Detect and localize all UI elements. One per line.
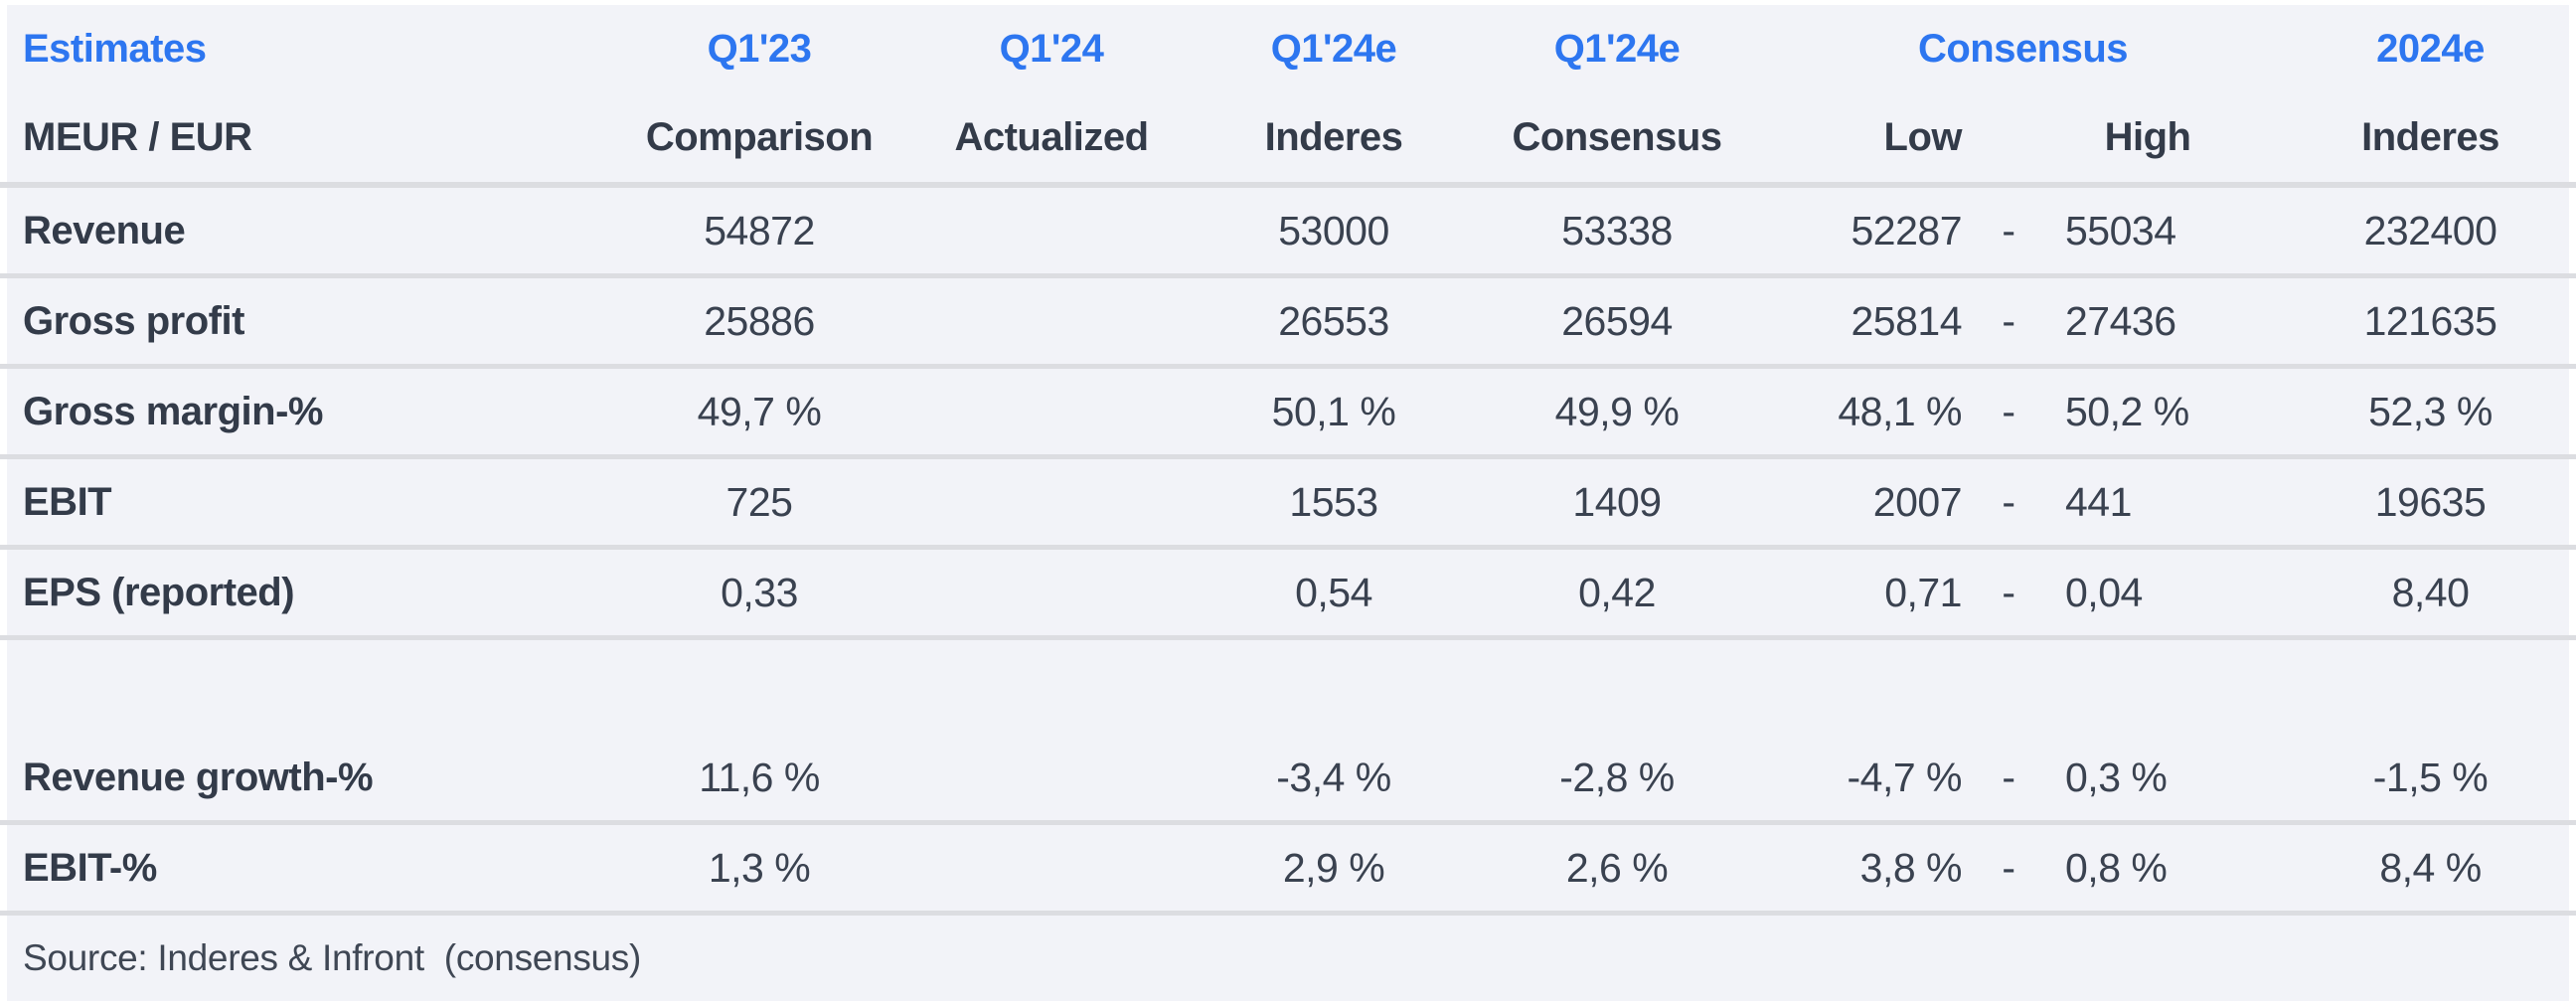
cell-fy2024e: 8,40 <box>2391 569 2470 615</box>
table-row-ebit: EBIT 725 1553 1409 2007 - 441 19635 <box>7 459 2569 545</box>
table-row-eps: EPS (reported) 0,33 0,54 0,42 0,71 - 0,0… <box>7 550 2569 635</box>
col-head-inderes-q: Inderes <box>1264 115 1403 159</box>
cell-fy2024e: 121635 <box>2363 297 2497 344</box>
cell-consensus-low: 52287 <box>1851 207 1962 253</box>
cell-range-dash: - <box>2002 207 2015 253</box>
cell-comparison: 1,3 % <box>708 844 811 891</box>
cell-range-dash: - <box>2002 297 2015 344</box>
cell-comparison: 25886 <box>704 297 815 344</box>
header-measure-row: MEUR / EUR Comparison Actualized Inderes… <box>7 93 2569 182</box>
cell-comparison: 49,7 % <box>697 388 822 434</box>
cell-range-dash: - <box>2002 388 2015 434</box>
row-divider <box>0 820 2576 825</box>
cell-consensus-high: 0,04 <box>2065 569 2143 615</box>
row-label: Gross profit <box>23 298 244 343</box>
cell-consensus-high: 27436 <box>2065 297 2176 344</box>
row-divider <box>0 911 2576 916</box>
row-divider <box>0 364 2576 369</box>
row-label: EBIT-% <box>23 845 157 890</box>
row-label: EBIT <box>23 479 112 524</box>
col-period-2024e: 2024e <box>2376 27 2485 71</box>
cell-consensus: 1409 <box>1572 478 1662 525</box>
cell-range-dash: - <box>2002 478 2015 525</box>
row-label: Revenue growth-% <box>23 754 374 799</box>
header-divider <box>0 182 2576 188</box>
cell-inderes: 26553 <box>1278 297 1389 344</box>
cell-fy2024e: 19635 <box>2374 478 2487 525</box>
cell-range-dash: - <box>2002 569 2015 615</box>
row-label: EPS (reported) <box>23 570 295 614</box>
table-row-gross-margin: Gross margin-% 49,7 % 50,1 % 49,9 % 48,1… <box>7 369 2569 454</box>
cell-range-dash: - <box>2002 844 2015 891</box>
cell-consensus-high: 441 <box>2065 478 2132 525</box>
row-divider <box>0 273 2576 278</box>
col-head-high: High <box>2104 115 2191 159</box>
col-head-low: Low <box>1883 115 1963 159</box>
cell-consensus-low: 2007 <box>1872 478 1963 525</box>
cell-consensus-low: 0,71 <box>1884 569 1962 615</box>
col-period-q124e-consensus: Q1'24e <box>1553 27 1681 71</box>
cell-consensus: 53338 <box>1561 207 1673 253</box>
cell-consensus-low: 3,8 % <box>1859 844 1963 891</box>
row-divider <box>0 545 2576 550</box>
row-label: Gross margin-% <box>23 389 323 433</box>
unit-label: MEUR / EUR <box>23 115 252 159</box>
col-head-actualized: Actualized <box>954 115 1149 159</box>
table-source-row: Source: Inderes & Infront (consensus) <box>7 916 2569 1001</box>
cell-consensus-high: 0,8 % <box>2065 844 2168 891</box>
source-text: Source: Inderes & Infront (consensus) <box>23 937 642 978</box>
cell-comparison: 11,6 % <box>699 754 820 800</box>
col-group-consensus: Consensus <box>1917 27 2129 71</box>
table-row-gross-profit: Gross profit 25886 26553 26594 25814 - 2… <box>7 278 2569 364</box>
cell-comparison: 54872 <box>704 207 815 253</box>
col-head-inderes-fy: Inderes <box>2361 115 2499 159</box>
table-row-revenue: Revenue 54872 53000 53338 52287 - 55034 … <box>7 188 2569 273</box>
cell-consensus-low: 25814 <box>1851 297 1962 344</box>
cell-consensus: -2,8 % <box>1559 754 1675 800</box>
cell-consensus-low: -4,7 % <box>1847 754 1963 800</box>
cell-inderes: -3,4 % <box>1276 754 1391 800</box>
cell-consensus-low: 48,1 % <box>1838 388 1962 434</box>
col-period-q124: Q1'24 <box>999 27 1104 71</box>
table-row-spacer <box>7 640 2569 735</box>
cell-consensus: 49,9 % <box>1554 388 1680 434</box>
row-label: Revenue <box>23 208 186 252</box>
cell-range-dash: - <box>2002 754 2015 800</box>
row-divider <box>0 454 2576 459</box>
header-period-row: Estimates Q1'23 Q1'24 Q1'24e Q1'24e Cons… <box>7 5 2569 93</box>
cell-fy2024e: -1,5 % <box>2372 754 2489 800</box>
cell-consensus: 26594 <box>1561 297 1673 344</box>
table-title: Estimates <box>23 27 207 71</box>
cell-inderes: 1553 <box>1289 478 1378 525</box>
table-header: Estimates Q1'23 Q1'24 Q1'24e Q1'24e Cons… <box>0 5 2576 182</box>
cell-consensus: 2,6 % <box>1565 844 1669 891</box>
cell-consensus: 0,42 <box>1578 569 1656 615</box>
cell-consensus-high: 55034 <box>2065 207 2176 253</box>
cell-inderes: 2,9 % <box>1282 844 1385 891</box>
cell-consensus-high: 0,3 % <box>2065 754 2168 800</box>
table-row-revenue-growth: Revenue growth-% 11,6 % -3,4 % -2,8 % -4… <box>7 735 2569 820</box>
col-head-consensus: Consensus <box>1512 115 1722 159</box>
col-period-q124e-inderes: Q1'24e <box>1270 27 1397 71</box>
row-divider <box>0 635 2576 640</box>
cell-consensus-high: 50,2 % <box>2065 388 2189 434</box>
cell-comparison: 0,33 <box>721 569 798 615</box>
cell-fy2024e: 232400 <box>2363 207 2497 253</box>
table-row-ebit-margin: EBIT-% 1,3 % 2,9 % 2,6 % 3,8 % - 0,8 % 8… <box>7 825 2569 911</box>
cell-fy2024e: 52,3 % <box>2368 388 2493 434</box>
cell-inderes: 53000 <box>1278 207 1389 253</box>
col-period-q123: Q1'23 <box>707 27 812 71</box>
cell-fy2024e: 8,4 % <box>2379 844 2482 891</box>
cell-comparison: 725 <box>725 478 793 525</box>
cell-inderes: 0,54 <box>1295 569 1372 615</box>
cell-inderes: 50,1 % <box>1271 388 1396 434</box>
col-head-comparison: Comparison <box>645 115 874 159</box>
